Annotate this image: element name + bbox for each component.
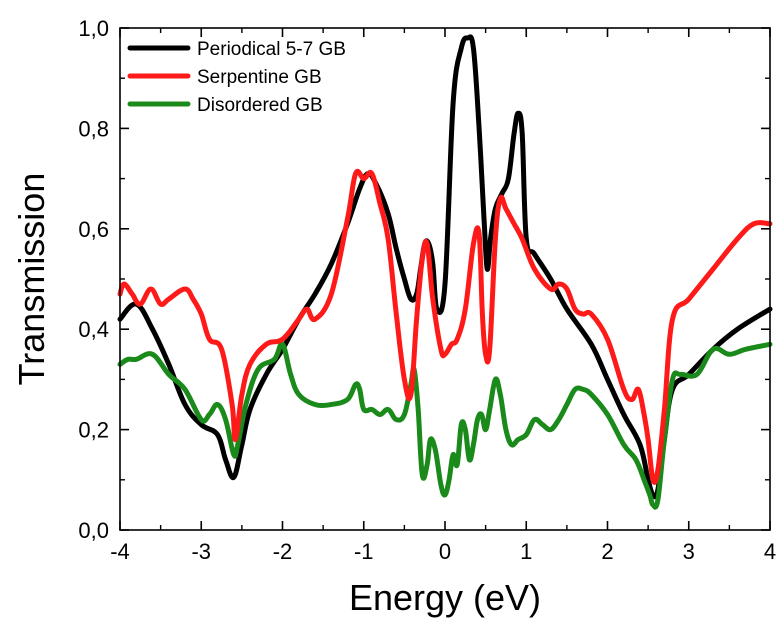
y-tick-label: 1,0 <box>78 16 109 41</box>
x-tick-label: 4 <box>764 539 776 564</box>
legend-label: Periodical 5-7 GB <box>197 39 346 60</box>
x-tick-label: 2 <box>601 539 613 564</box>
series-line-disordered-gb <box>117 341 773 510</box>
series-line-periodical-5-7-gb <box>117 34 773 500</box>
y-axis-title: Transmission <box>11 173 52 386</box>
series-line-serpentine-gb <box>117 168 773 485</box>
y-tick-label: 0,0 <box>78 518 109 543</box>
x-tick-label: -3 <box>191 539 211 564</box>
ticks-layer <box>119 27 771 531</box>
y-tick-label: 0,8 <box>78 116 109 141</box>
tick-labels-layer: -4 -3 -2 -1 0 1 2 3 4 0,0 0,2 0,4 0,6 0,8 1,0 <box>78 16 776 564</box>
x-tick-label: -4 <box>110 539 130 564</box>
series-layer <box>117 34 773 510</box>
y-tick-label: 0,2 <box>78 418 109 443</box>
legend: Periodical 5-7 GB Serpentine GB Disordered… <box>127 39 346 116</box>
legend-label: Disordered GB <box>197 95 323 116</box>
x-tick-label: -1 <box>354 539 374 564</box>
y-tick-label: 0,6 <box>78 217 109 242</box>
x-tick-label: 1 <box>520 539 532 564</box>
x-tick-label: 0 <box>439 539 451 564</box>
x-tick-label: -2 <box>273 539 293 564</box>
x-tick-label: 3 <box>683 539 695 564</box>
y-tick-label: 0,4 <box>78 317 109 342</box>
x-axis-title: Energy (eV) <box>349 577 541 618</box>
legend-label: Serpentine GB <box>197 67 322 88</box>
